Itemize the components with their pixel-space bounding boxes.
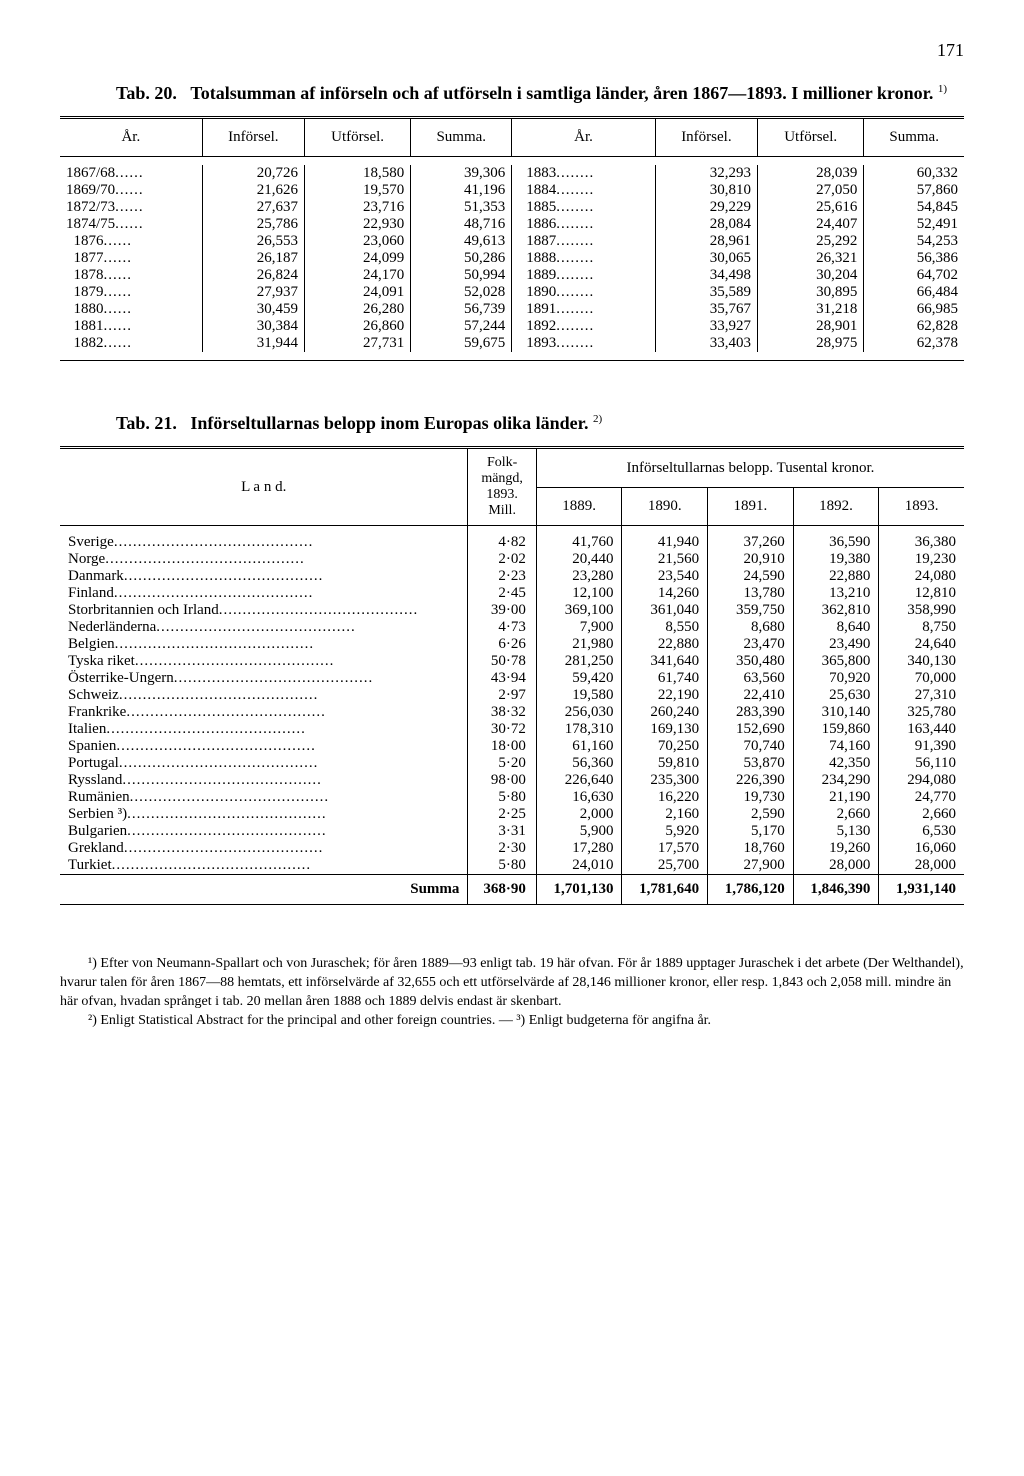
th-1893: 1893. (879, 488, 964, 526)
tab20-header-row: År. Införsel. Utförsel. Summa. År. Inför… (60, 118, 964, 157)
table-row: Italien 30·72178,310169,130152,690159,86… (60, 721, 964, 738)
table-row: 187726,18724,09950,286188830,06526,32156… (60, 250, 964, 267)
table-row: Norge 2·0220,44021,56020,91019,38019,230 (60, 551, 964, 568)
page-number: 171 (60, 40, 964, 61)
table-row: Ryssland 98·00226,640235,300226,390234,2… (60, 772, 964, 789)
th-1891: 1891. (708, 488, 794, 526)
th-folk: Folk-mängd,1893.Mill. (468, 448, 536, 526)
th-belopp: Införseltullarnas belopp. Tusental krono… (536, 448, 964, 488)
table-row: 187927,93724,09152,028189035,58930,89566… (60, 284, 964, 301)
tab20-title: Tab. 20. Totalsumman af införseln och af… (60, 81, 964, 106)
table-row: Österrike-Ungern 43·9459,42061,74063,560… (60, 670, 964, 687)
table-row: Sverige 4·8241,76041,94037,26036,59036,3… (60, 534, 964, 551)
th-utf1: Utförsel. (304, 118, 410, 157)
table-row: Bulgarien 3·315,9005,9205,1705,1306,530 (60, 823, 964, 840)
th-1889: 1889. (536, 488, 622, 526)
tab20-heading: Totalsumman af införseln och af utförsel… (190, 83, 933, 103)
th-inf1: Införsel. (202, 118, 304, 157)
table-row: 1867/6820,72618,58039,306188332,29328,03… (60, 165, 964, 182)
table-row: 1869/7021,62619,57041,196188430,81027,05… (60, 182, 964, 199)
table-row: 187626,55323,06049,613188728,96125,29254… (60, 233, 964, 250)
table-row: 1872/7327,63723,71651,353188529,22925,61… (60, 199, 964, 216)
table-row: Schweiz 2·9719,58022,19022,41025,63027,3… (60, 687, 964, 704)
table-row: Serbien ³) 2·252,0002,1602,5902,6602,660 (60, 806, 964, 823)
table-row: Rumänien 5·8016,63016,22019,73021,19024,… (60, 789, 964, 806)
table-row: 1874/7525,78622,93048,716188628,08424,40… (60, 216, 964, 233)
table-row: Danmark 2·2323,28023,54024,59022,88024,0… (60, 568, 964, 585)
footnote-2: ²) Enligt Statistical Abstract for the p… (60, 1012, 964, 1031)
table-row: 188030,45926,28056,739189135,76731,21866… (60, 301, 964, 318)
table-row: Spanien 18·0061,16070,25070,74074,16091,… (60, 738, 964, 755)
table-row: Finland 2·4512,10014,26013,78013,21012,8… (60, 585, 964, 602)
table-row: 187826,82424,17050,994188934,49830,20464… (60, 267, 964, 284)
th-sum1: Summa. (411, 118, 512, 157)
tab20-prefix: Tab. 20. (116, 83, 177, 103)
th-sum2: Summa. (864, 118, 964, 157)
table-row: Grekland 2·3017,28017,57018,76019,26016,… (60, 840, 964, 857)
th-inf2: Införsel. (655, 118, 757, 157)
th-1892: 1892. (793, 488, 879, 526)
tab20-note: 1) (938, 83, 947, 95)
footnote-1: ¹) Efter von Neumann-Spallart och von Ju… (60, 955, 964, 1012)
table-21: L a n d. Folk-mängd,1893.Mill. Införselt… (60, 446, 964, 905)
tab21-note: 2) (593, 413, 602, 425)
table-row: Tyska riket 50·78281,250341,640350,48036… (60, 653, 964, 670)
th-utf2: Utförsel. (758, 118, 864, 157)
table-row: Nederländerna 4·737,9008,5508,6808,6408,… (60, 619, 964, 636)
th-land: L a n d. (60, 448, 468, 526)
table-row: Storbritannien och Irland 39·00369,10036… (60, 602, 964, 619)
table-20: År. Införsel. Utförsel. Summa. År. Inför… (60, 116, 964, 361)
table-row: Belgien 6·2621,98022,88023,47023,49024,6… (60, 636, 964, 653)
table-row: Turkiet 5·8024,01025,70027,90028,00028,0… (60, 857, 964, 875)
th-1890: 1890. (622, 488, 708, 526)
table-row: 188231,94427,73159,675189333,40328,97562… (60, 335, 964, 352)
footnotes: ¹) Efter von Neumann-Spallart och von Ju… (60, 955, 964, 1031)
table-row: Portugal 5·2056,36059,81053,87042,35056,… (60, 755, 964, 772)
table-sum-row: Summa368·901,701,1301,781,6401,786,1201,… (60, 875, 964, 905)
tab21-heading: Införseltullarnas belopp inom Europas ol… (190, 413, 588, 433)
table-row: Frankrike 38·32256,030260,240283,390310,… (60, 704, 964, 721)
table-row: 188130,38426,86057,244189233,92728,90162… (60, 318, 964, 335)
th-ar1: År. (60, 118, 202, 157)
tab21-prefix: Tab. 21. (116, 413, 177, 433)
tab21-title: Tab. 21. Införseltullarnas belopp inom E… (60, 411, 964, 436)
th-ar2: År. (512, 118, 656, 157)
